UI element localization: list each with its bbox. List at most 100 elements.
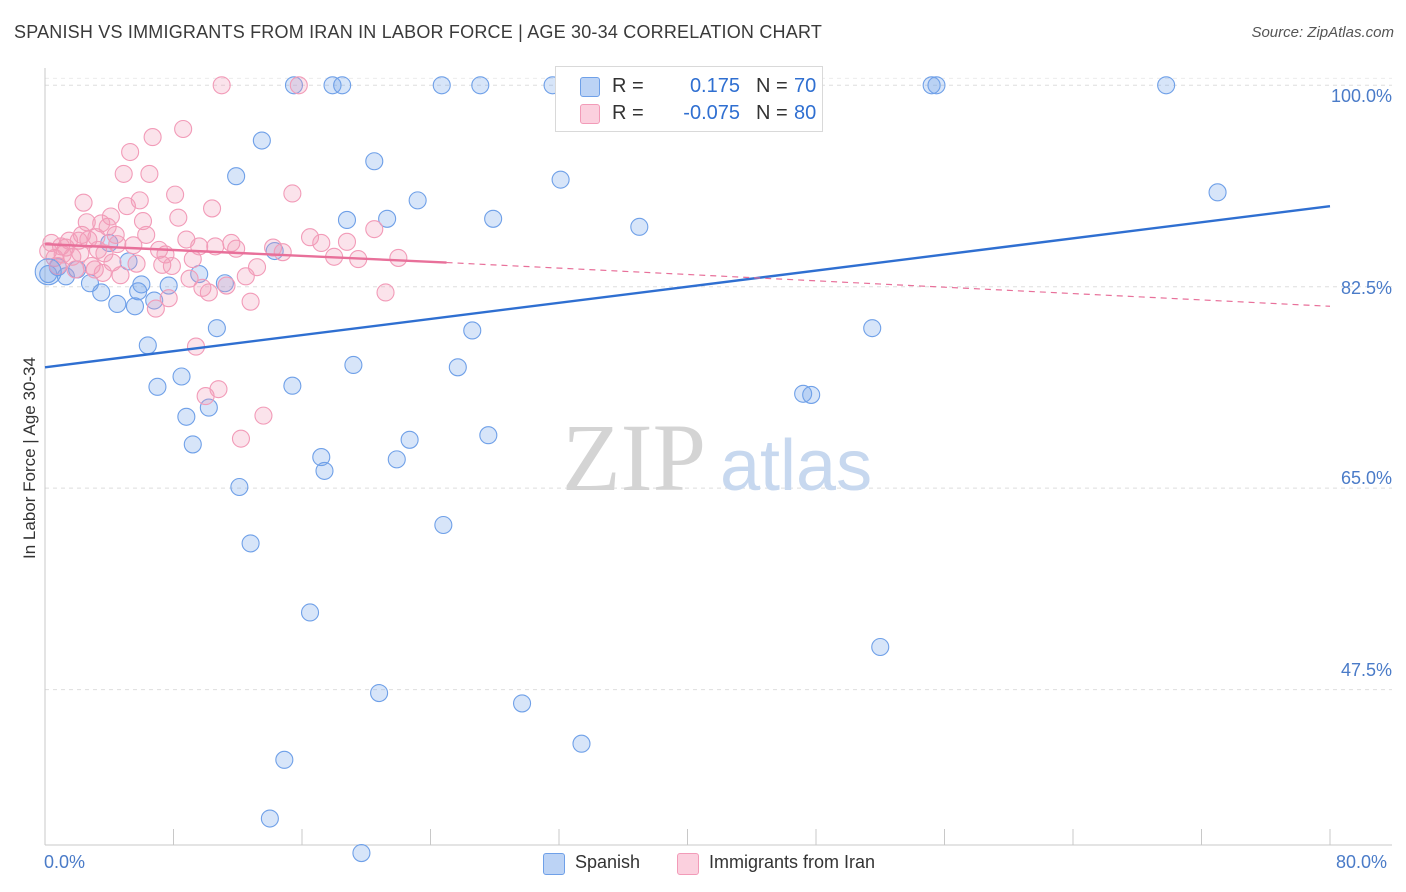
legend-n-value: 70 <box>794 75 817 97</box>
spanish-point <box>241 534 260 553</box>
iran-point <box>203 199 222 218</box>
spanish-point <box>927 76 946 95</box>
spanish-point <box>479 426 498 445</box>
watermark: ZIP atlas <box>562 404 872 511</box>
legend-swatch-iran <box>580 104 600 124</box>
y-tick-label-47-5: 47.5% <box>1340 660 1392 680</box>
spanish-point <box>230 477 249 497</box>
legend-n-label: N = <box>756 102 788 124</box>
iran-point <box>108 235 127 254</box>
source-note: Source: ZipAtlas.com <box>1251 24 1394 41</box>
legend-label-spanish: Spanish <box>575 852 641 872</box>
spanish-point <box>408 191 427 210</box>
grid-lines <box>45 77 1392 691</box>
y-tick-label-65: 65.0% <box>1340 468 1392 488</box>
iran-point <box>389 248 408 267</box>
spanish-point <box>172 367 191 386</box>
trend-line-iran-dashed <box>446 261 1331 307</box>
spanish-point <box>252 131 271 150</box>
spanish-point <box>283 376 302 395</box>
iran-point <box>227 239 246 258</box>
spanish-point <box>260 809 279 828</box>
legend-swatch-spanish <box>580 77 600 97</box>
iran-point <box>133 212 153 231</box>
trend-line-iran-solid <box>44 242 447 264</box>
spanish-point <box>871 637 890 657</box>
spanish-point <box>513 694 532 713</box>
iran-point <box>217 276 236 295</box>
spanish-point <box>207 319 226 338</box>
x-tick-label-max: 80.0% <box>1336 852 1388 872</box>
iran-point <box>146 299 165 318</box>
spanish-point <box>572 734 591 753</box>
spanish-point <box>344 355 363 375</box>
spanish-point <box>284 76 304 95</box>
legend-r-label: R = <box>612 102 644 124</box>
iran-point <box>143 128 162 147</box>
watermark-zip: ZIP <box>562 404 706 511</box>
trend-lines <box>44 204 1331 369</box>
iran-point <box>247 258 267 277</box>
spanish-point <box>370 684 389 703</box>
legend-n-value: 80 <box>794 102 817 124</box>
iran-point <box>159 289 178 308</box>
spanish-point <box>34 258 62 286</box>
iran-point <box>169 208 188 227</box>
spanish-point <box>125 297 144 316</box>
correlation-legend: R = 0.175 N = 70 R = -0.075 N = 80 <box>555 66 823 132</box>
iran-point <box>209 380 228 399</box>
spanish-point <box>227 167 246 186</box>
iran-point <box>153 255 172 274</box>
legend-swatch-spanish <box>543 853 565 875</box>
spanish-point <box>471 76 490 95</box>
spanish-point <box>352 844 371 863</box>
spanish-point <box>199 398 218 417</box>
legend-r-value: -0.075 <box>683 102 740 124</box>
spanish-point <box>132 275 151 294</box>
iran-point <box>121 142 140 162</box>
watermark-atlas: atlas <box>720 426 872 506</box>
x-tick-label-min: 0.0% <box>44 852 86 872</box>
spanish-point <box>400 430 419 449</box>
legend-label-iran: Immigrants from Iran <box>709 852 876 872</box>
chart-title: SPANISH VS IMMIGRANTS FROM IRAN IN LABOR… <box>14 22 823 42</box>
spanish-point <box>148 377 167 396</box>
iran-point <box>101 207 120 226</box>
spanish-point <box>630 217 649 236</box>
iran-point <box>111 266 130 285</box>
spanish-point <box>333 76 352 95</box>
iran-point <box>337 232 357 251</box>
axes <box>44 68 1392 846</box>
spanish-point <box>159 276 178 295</box>
spanish-point <box>190 264 209 284</box>
spanish-point <box>463 321 482 340</box>
iran-point <box>140 164 159 183</box>
iran-point <box>254 406 273 425</box>
legend-r-value: 0.175 <box>689 75 740 97</box>
spanish-point <box>922 76 941 95</box>
spanish-point <box>177 407 196 426</box>
iran-point <box>127 254 146 273</box>
iran-point <box>166 185 185 204</box>
iran-point <box>312 233 331 253</box>
spanish-point <box>387 450 406 469</box>
legend-r-label: R = <box>612 75 644 97</box>
spanish-point <box>323 76 342 95</box>
iran-point <box>264 238 283 257</box>
series-spanish <box>39 76 1227 863</box>
spanish-point <box>1208 183 1227 202</box>
iran-point <box>42 233 61 253</box>
iran-point <box>365 220 384 239</box>
iran-point <box>174 119 193 139</box>
spanish-point <box>551 170 570 189</box>
legend-swatch-iran <box>677 853 699 875</box>
iran-point <box>241 292 260 311</box>
y-tick-label-100: 100.0% <box>1330 86 1392 106</box>
spanish-point <box>275 750 294 769</box>
spanish-point <box>108 294 127 314</box>
series-iran <box>39 76 408 448</box>
iran-point <box>283 184 302 203</box>
iran-point <box>106 225 125 244</box>
iran-point <box>300 228 320 247</box>
